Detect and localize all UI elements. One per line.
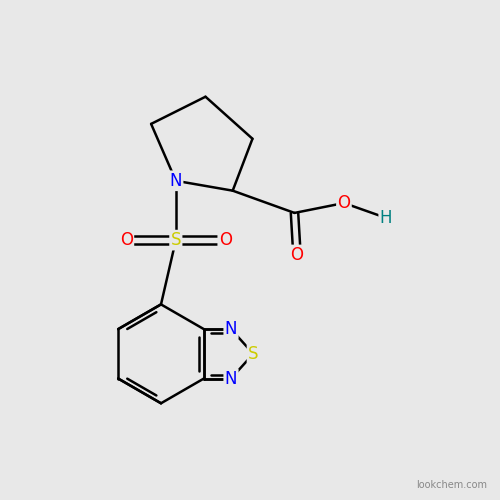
Text: S: S [248,345,258,363]
Text: O: O [120,231,133,249]
Text: O: O [338,194,350,212]
Text: O: O [219,231,232,249]
Text: O: O [290,246,304,264]
Text: N: N [225,370,237,388]
Text: N: N [170,172,182,190]
Text: S: S [170,231,181,249]
Text: N: N [225,320,237,338]
Text: H: H [380,209,392,227]
Text: lookchem.com: lookchem.com [416,480,488,490]
